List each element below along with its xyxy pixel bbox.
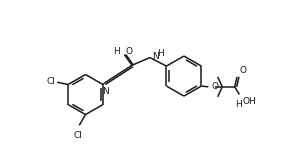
Text: O: O <box>239 66 246 75</box>
Text: N: N <box>152 52 159 61</box>
Text: H: H <box>235 100 242 109</box>
Text: N: N <box>102 87 109 96</box>
Text: OH: OH <box>243 97 256 106</box>
Text: O: O <box>125 47 132 56</box>
Text: Cl: Cl <box>73 131 82 140</box>
Text: H: H <box>114 47 120 56</box>
Text: Cl: Cl <box>47 77 55 86</box>
Text: O: O <box>211 82 218 91</box>
Text: H: H <box>157 49 164 58</box>
